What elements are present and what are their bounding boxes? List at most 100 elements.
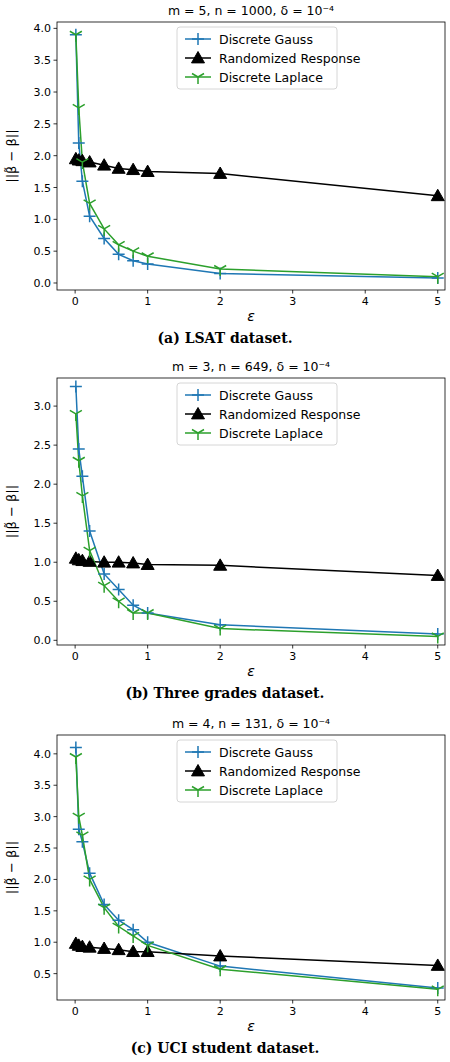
marker [113,241,125,252]
marker [214,167,227,178]
marker [73,443,85,455]
y-tick-label: 2.5 [34,118,52,131]
marker [84,200,96,211]
marker [113,923,125,934]
x-tick [220,645,221,649]
y-tick-label: 3.0 [34,400,52,413]
legend-label: Discrete Gauss [219,32,313,47]
marker [431,959,444,970]
marker [73,457,85,468]
x-tick [220,290,221,294]
y-tick-label: 1.0 [34,556,52,569]
marker [70,29,82,41]
panel: m = 5, n = 1000, δ = 10⁻⁴0123450.00.51.0… [4,3,445,346]
y-tick [54,640,58,641]
x-tick [220,1000,221,1004]
y-tick-label: 1.5 [34,905,52,918]
marker [73,104,85,115]
series-line [76,943,438,965]
marker [98,904,110,915]
marker [214,966,226,977]
marker [142,942,154,953]
series-line [76,748,438,989]
marker [432,986,444,997]
y-tick [54,282,58,283]
x-tick [292,645,293,649]
legend: Discrete Gauss Randomized Response Discret… [177,383,361,445]
marker [83,941,96,952]
marker [73,813,85,824]
legend: Discrete GaussRandomized ResponseDiscret… [177,740,361,802]
marker [70,753,82,764]
marker [141,558,154,569]
title: m = 3, n = 649, δ = 10⁻⁴ [172,359,330,374]
figure: m = 5, n = 1000, δ = 10⁻⁴0123450.00.51.0… [0,0,450,1062]
legend-marker [192,52,205,63]
y-tick [54,219,58,220]
y-tick-label: 2.0 [34,873,52,886]
plot-data [69,381,444,644]
marker [76,832,88,843]
y-tick-label: 3.5 [34,779,52,792]
legend-label: Discrete Gauss [219,388,313,403]
marker [127,945,140,956]
y-tick [54,28,58,29]
y-tick-label: 2.5 [34,842,52,855]
y-tick [54,753,58,754]
marker [73,137,85,149]
marker [214,950,227,961]
x-tick [75,290,76,294]
x-label: ε [247,1018,255,1034]
legend-marker [192,746,204,758]
legend-label: Randomized Response [219,51,361,66]
y-tick [54,60,58,61]
x-tick [292,290,293,294]
marker [113,598,125,609]
legend-label: Discrete Laplace [219,70,323,85]
y-tick [54,155,58,156]
x-tick [147,645,148,649]
y-tick [54,562,58,563]
marker [142,253,154,264]
y-tick-label: 0.5 [34,245,52,258]
y-tick-label: 2.0 [34,478,52,491]
y-tick [54,601,58,602]
y-tick [54,973,58,974]
x-tick-label: 1 [144,650,151,663]
y-tick [54,445,58,446]
marker [113,584,125,596]
x-tick [292,1000,293,1004]
y-tick-label: 0.5 [34,968,52,981]
y-tick-label: 2.0 [34,150,52,163]
series-line [76,35,438,278]
legend-marker [192,389,204,401]
x-tick-label: 1 [144,295,151,308]
marker [127,599,139,611]
legend-label: Discrete Laplace [219,426,323,441]
legend-label: Randomized Response [219,407,361,422]
legend-marker [192,430,204,441]
x-tick-label: 0 [72,1005,79,1018]
marker [432,273,444,284]
marker [76,470,88,482]
marker [142,607,154,619]
x-tick-label: 4 [362,295,369,308]
marker [214,625,226,636]
y-tick-label: 3.0 [34,86,52,99]
y-tick [54,942,58,943]
x-tick-label: 2 [217,295,224,308]
legend-marker [192,74,204,85]
y-tick [54,251,58,252]
plot-frame [57,735,445,1000]
x-tick-label: 4 [362,1005,369,1018]
x-tick [365,645,366,649]
y-tick [54,406,58,407]
y-tick [54,879,58,880]
y-tick [54,816,58,817]
x-tick [75,1000,76,1004]
plot-frame [57,378,445,645]
y-tick-label: 3.0 [34,811,52,824]
x-tick-label: 3 [289,1005,296,1018]
y-tick [54,92,58,93]
y-label: ||β̃ − β|| [4,129,19,182]
